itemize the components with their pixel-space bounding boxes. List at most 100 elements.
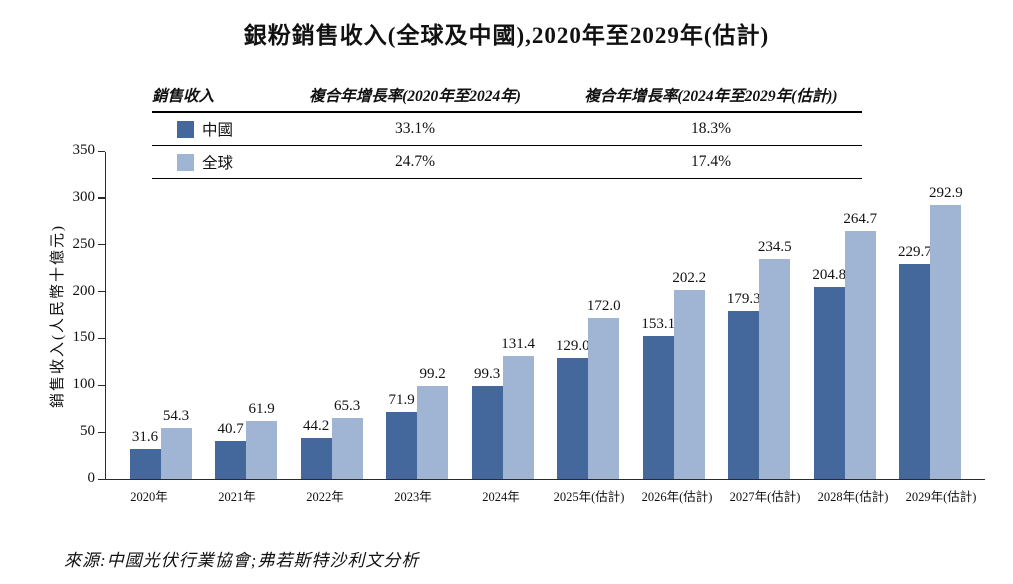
bar-wrap: 99.2: [417, 152, 449, 479]
bar-group-2027年(估計): 179.3 234.5: [726, 152, 792, 479]
bar-中國-2021年: [215, 440, 247, 479]
bar-全球-2020年: [160, 428, 192, 479]
bar-wrap: 31.6: [129, 152, 161, 479]
bar-中國-2022年: [300, 437, 332, 479]
table-row-china: 中國 33.1% 18.3%: [152, 112, 862, 146]
chart-title: 銀粉銷售收入(全球及中國),2020年至2029年(估計): [243, 23, 770, 48]
bar-value-label: 229.7: [897, 243, 932, 260]
cagr-table: 銷售收入 複合年增長率(2020年至2024年) 複合年增長率(2024年至20…: [152, 84, 862, 179]
y-tick-mark: [98, 384, 105, 386]
bar-wrap: 65.3: [331, 152, 363, 479]
bar-全球-2026年(估計): [673, 289, 705, 479]
bar-中國-2023年: [386, 411, 418, 479]
bar-中國-2027年(估計): [728, 310, 760, 479]
x-axis-label-2020年: 2020年: [130, 490, 168, 504]
bar-value-label: 31.6: [131, 429, 159, 446]
bar-中國-2024年: [471, 385, 503, 479]
y-tick-mark: [98, 431, 105, 433]
y-tick-label: 50: [80, 423, 95, 440]
bar-value-label: 99.3: [474, 365, 501, 382]
bar-中國-2026年(估計): [642, 335, 674, 479]
bar-wrap: 234.5: [757, 152, 792, 479]
cagr-table-header-row: 銷售收入 複合年增長率(2020年至2024年) 複合年增長率(2024年至20…: [152, 84, 862, 113]
y-tick-mark: [98, 478, 105, 480]
x-axis-label-2028年(估計): 2028年(估計): [817, 490, 889, 504]
bar-value-label: 54.3: [162, 408, 190, 425]
bar-group-2028年(估計): 204.8 264.7: [812, 152, 877, 479]
bar-全球-2021年: [246, 421, 278, 479]
table-row-global: 全球 24.7% 17.4%: [152, 145, 862, 179]
bar-value-label: 129.0: [555, 338, 590, 355]
bar-value-label: 234.5: [757, 239, 792, 256]
bar-wrap: 202.2: [672, 152, 707, 479]
bar-wrap: 129.0: [555, 152, 590, 479]
bar-value-label: 204.8: [812, 267, 847, 284]
y-tick-label: 150: [72, 329, 96, 346]
header-cagr-2024-2029: 複合年增長率(2024年至2029年(估計)): [560, 84, 862, 113]
bar-全球-2028年(估計): [844, 230, 876, 479]
x-axis-label-2027年(估計): 2027年(估計): [729, 490, 801, 504]
bar-value-label: 65.3: [333, 397, 361, 414]
bar-wrap: 40.7: [215, 152, 247, 479]
header-cagr-2020-2024: 複合年增長率(2020年至2024年): [270, 84, 560, 113]
bar-value-label: 44.2: [302, 417, 330, 434]
x-axis-label-2024年: 2024年: [482, 490, 520, 504]
bar-wrap: 99.3: [471, 152, 503, 479]
bar-value-label: 131.4: [501, 335, 536, 352]
y-tick-mark: [98, 150, 105, 152]
bar-value-label: 40.7: [217, 420, 244, 437]
bar-wrap: 264.7: [843, 152, 877, 479]
x-axis-label-2022年: 2022年: [306, 490, 344, 504]
global-cagr-2024-2029: 17.4%: [560, 145, 862, 179]
x-axis-labels: 2020年 2021年 2022年 2023年 2024年 2025年(估計) 2026年(…: [105, 486, 985, 505]
global-cagr-2020-2024: 24.7%: [270, 145, 560, 179]
bar-wrap: 153.1: [641, 152, 675, 479]
china-series-label: 中國: [202, 122, 234, 139]
y-tick-mark: [98, 291, 105, 293]
bar-wrap: 131.4: [501, 152, 536, 479]
x-axis-label-2026年(估計): 2026年(估計): [641, 490, 713, 504]
global-legend-swatch: [177, 153, 194, 171]
y-tick-mark: [98, 197, 105, 199]
y-tick-label: 100: [72, 376, 96, 393]
header-sales-revenue: 銷售收入: [152, 84, 270, 113]
china-cagr-2024-2029: 18.3%: [560, 112, 862, 146]
bar-中國-2020年: [129, 449, 161, 479]
bar-全球-2027年(估計): [759, 259, 791, 479]
y-tick-label: 200: [72, 282, 96, 299]
bar-series-container: 31.6 54.3 40.7 61.9 44.2 65.3 71.9 99.2 99.3 131.…: [106, 152, 985, 479]
bar-value-label: 71.9: [388, 391, 415, 408]
bar-wrap: 204.8: [812, 152, 847, 479]
bar-wrap: 172.0: [586, 152, 621, 479]
bar-wrap: 229.7: [897, 152, 932, 479]
bar-value-label: 61.9: [248, 401, 275, 417]
x-axis-label-2025年(估計): 2025年(估計): [553, 490, 625, 504]
bar-value-label: 292.9: [928, 184, 963, 201]
bar-wrap: 61.9: [246, 152, 278, 479]
bar-group-2023年: 71.9 99.2: [386, 152, 449, 479]
bar-value-label: 179.3: [726, 290, 761, 307]
bar-全球-2022年: [331, 417, 363, 479]
source-note: 來源:中國光伏行業協會;弗若斯特沙利文分析: [64, 551, 420, 570]
bar-group-2026年(估計): 153.1 202.2: [641, 152, 707, 479]
china-cagr-2020-2024: 33.1%: [270, 112, 560, 146]
bar-group-2025年(估計): 129.0 172.0: [555, 152, 621, 479]
china-legend-swatch: [177, 120, 194, 138]
x-axis-label-2023年: 2023年: [394, 490, 432, 504]
bar-wrap: 71.9: [386, 152, 418, 479]
bar-group-2022年: 44.2 65.3: [300, 152, 363, 479]
bar-value-label: 172.0: [586, 297, 621, 314]
bar-group-2020年: 31.6 54.3: [129, 152, 192, 479]
bar-wrap: 292.9: [928, 152, 963, 479]
bar-中國-2029年(估計): [899, 263, 931, 479]
bar-group-2029年(估計): 229.7 292.9: [897, 152, 963, 479]
y-tick-label: 300: [72, 188, 96, 205]
x-axis-label-2021年: 2021年: [218, 490, 256, 504]
bar-中國-2028年(估計): [813, 287, 845, 479]
bar-中國-2025年(估計): [557, 358, 589, 479]
y-tick-mark: [98, 337, 105, 340]
bar-value-label: 202.2: [672, 269, 707, 286]
y-tick-mark: [98, 244, 105, 246]
bar-group-2024年: 99.3 131.4: [471, 152, 536, 479]
